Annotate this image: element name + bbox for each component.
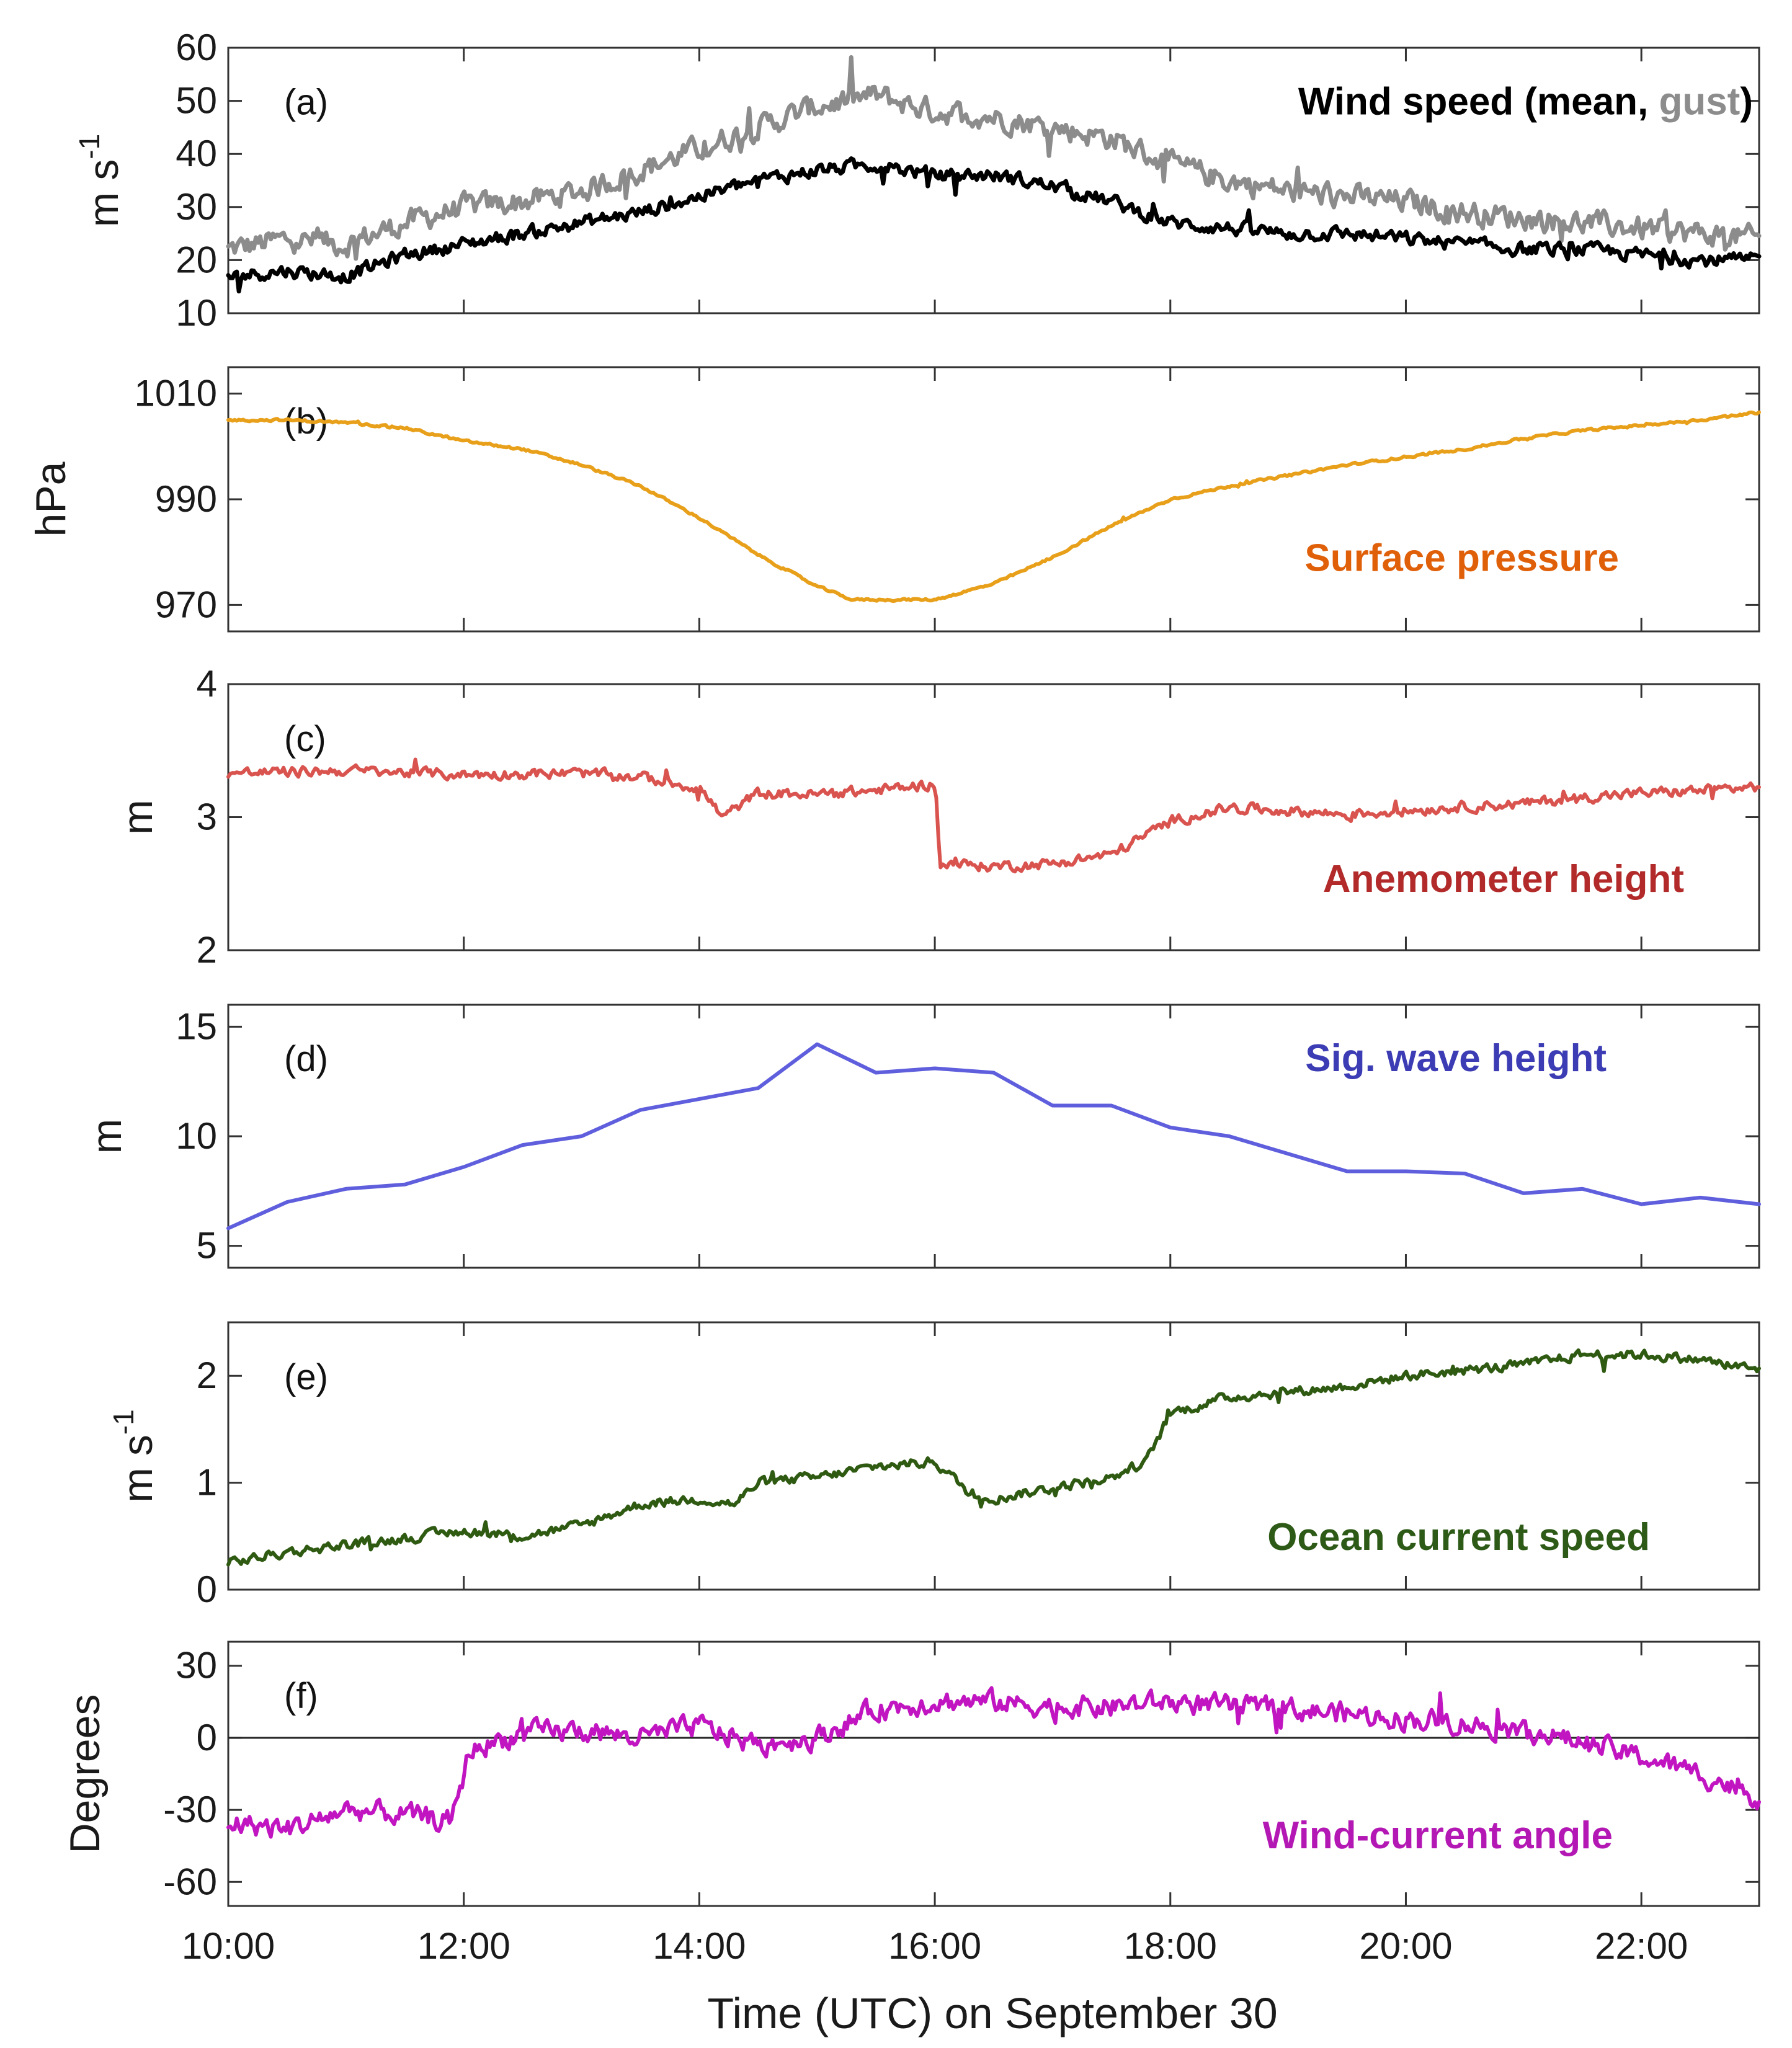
panel-title-text: Sig. wave height: [1305, 1037, 1607, 1080]
panel-title: Wind speed (mean, gust): [1298, 81, 1753, 123]
series-line-anemometer-height: [226, 757, 1761, 874]
series-line-mean: [226, 156, 1762, 294]
panel-letter: (e): [284, 1357, 328, 1397]
plot-frame: [227, 1641, 1760, 1907]
y-tick-label: 15: [176, 1005, 217, 1047]
x-axis-label: Time (UTC) on September 30: [707, 1989, 1277, 2037]
plot-frame: [227, 1321, 1760, 1591]
panel-title: Wind-current angle: [1263, 1814, 1613, 1857]
panel-letter: (d): [284, 1039, 328, 1079]
series-line-gust: [226, 55, 1762, 261]
panel-title-text: Anemometer height: [1323, 858, 1684, 901]
panel-title: Sig. wave height: [1305, 1037, 1607, 1080]
y-axis-label-superscript: -1: [107, 1409, 140, 1435]
y-tick-label: 10: [176, 292, 217, 334]
y-tick-label: 990: [155, 478, 217, 520]
y-axis-label-superscript: -1: [73, 134, 105, 159]
y-tick-label: 0: [197, 1717, 217, 1758]
panel-title-part: Wind speed (mean,: [1298, 81, 1648, 123]
y-tick-label: 60: [176, 27, 217, 68]
series-line-wind-current-angle: [226, 1686, 1761, 1839]
x-tick-label: 18:00: [1124, 1925, 1217, 1967]
y-tick-label: 20: [176, 239, 217, 280]
series-line-ocean-current-speed: [226, 1348, 1761, 1567]
panel-letter: (a): [284, 82, 328, 123]
panel-f: -60 -30 0 30 Degrees (f) Wind-current angle: [61, 1641, 1761, 1907]
panel-title: Ocean current speed: [1267, 1516, 1650, 1559]
y-axis-label-text: m s: [80, 159, 127, 228]
y-tick-label: 0: [197, 1569, 217, 1610]
x-tick-label: 14:00: [653, 1925, 746, 1967]
y-axis-label-text: Degrees: [61, 1694, 109, 1853]
x-tick-label: 10:00: [182, 1925, 275, 1967]
panel-d: 5 10 15 m (d) Sig. wave height: [83, 1004, 1761, 1269]
y-tick-label: 2: [197, 929, 217, 971]
y-tick-label: 4: [197, 663, 217, 705]
y-axis-label: m: [83, 1119, 130, 1154]
y-axis-label-text: m: [83, 1119, 130, 1154]
panel-title-text: Surface pressure: [1304, 537, 1619, 580]
series-line-surface-pressure: [226, 410, 1761, 603]
panel-title-part: ): [1740, 81, 1753, 123]
panel-title-text: Ocean current speed: [1267, 1516, 1650, 1559]
y-tick-label: 1010: [135, 373, 217, 414]
y-tick-label: 30: [176, 1645, 217, 1686]
y-axis-label: m s-1: [73, 134, 127, 227]
y-tick-label: 50: [176, 80, 217, 122]
y-axis-label: Degrees: [61, 1694, 109, 1853]
panel-letter: (c): [284, 719, 326, 759]
y-axis-label-text: m: [114, 799, 161, 835]
y-axis-label: m: [114, 799, 161, 835]
y-axis-label-text: m s: [114, 1435, 161, 1503]
plot-frame: [227, 683, 1760, 951]
y-tick-label: 5: [197, 1225, 217, 1267]
panel-title: Anemometer height: [1323, 858, 1684, 901]
x-tick-label: 16:00: [888, 1925, 981, 1967]
panel-e: 0 1 2 m s-1 (e) Ocean current speed: [107, 1321, 1761, 1610]
x-tick-label: 12:00: [417, 1925, 510, 1967]
y-axis-label-text: hPa: [27, 461, 74, 536]
series-line-sig-wave-height: [226, 1042, 1761, 1231]
plot-frame: [227, 47, 1760, 314]
panel-letter: (f): [284, 1676, 318, 1716]
panel-title-text: Wind-current angle: [1263, 1814, 1613, 1857]
x-tick-label: 20:00: [1359, 1925, 1452, 1967]
panel-a: 10 20 30 40 50 60 m s-1 (a) Wind speed (mean, gu…: [73, 27, 1762, 334]
panel-c: 2 3 4 m (c) Anemometer height: [114, 663, 1761, 971]
y-tick-label: -60: [163, 1861, 217, 1902]
y-tick-label: 30: [176, 186, 217, 228]
y-tick-label: 40: [176, 133, 217, 174]
panel-title: Surface pressure: [1304, 537, 1619, 580]
y-tick-label: 1: [197, 1462, 217, 1503]
y-axis-label: m s-1: [107, 1409, 161, 1502]
y-axis-label: hPa: [27, 461, 74, 536]
y-tick-label: 10: [176, 1115, 217, 1157]
panel-title-part: gust: [1648, 81, 1740, 123]
y-tick-label: 970: [155, 584, 217, 625]
y-tick-label: 2: [197, 1355, 217, 1396]
plot-frame: [227, 366, 1760, 633]
x-tick-label: 22:00: [1595, 1925, 1688, 1967]
y-tick-label: 3: [197, 796, 217, 838]
y-tick-label: -30: [163, 1789, 217, 1830]
